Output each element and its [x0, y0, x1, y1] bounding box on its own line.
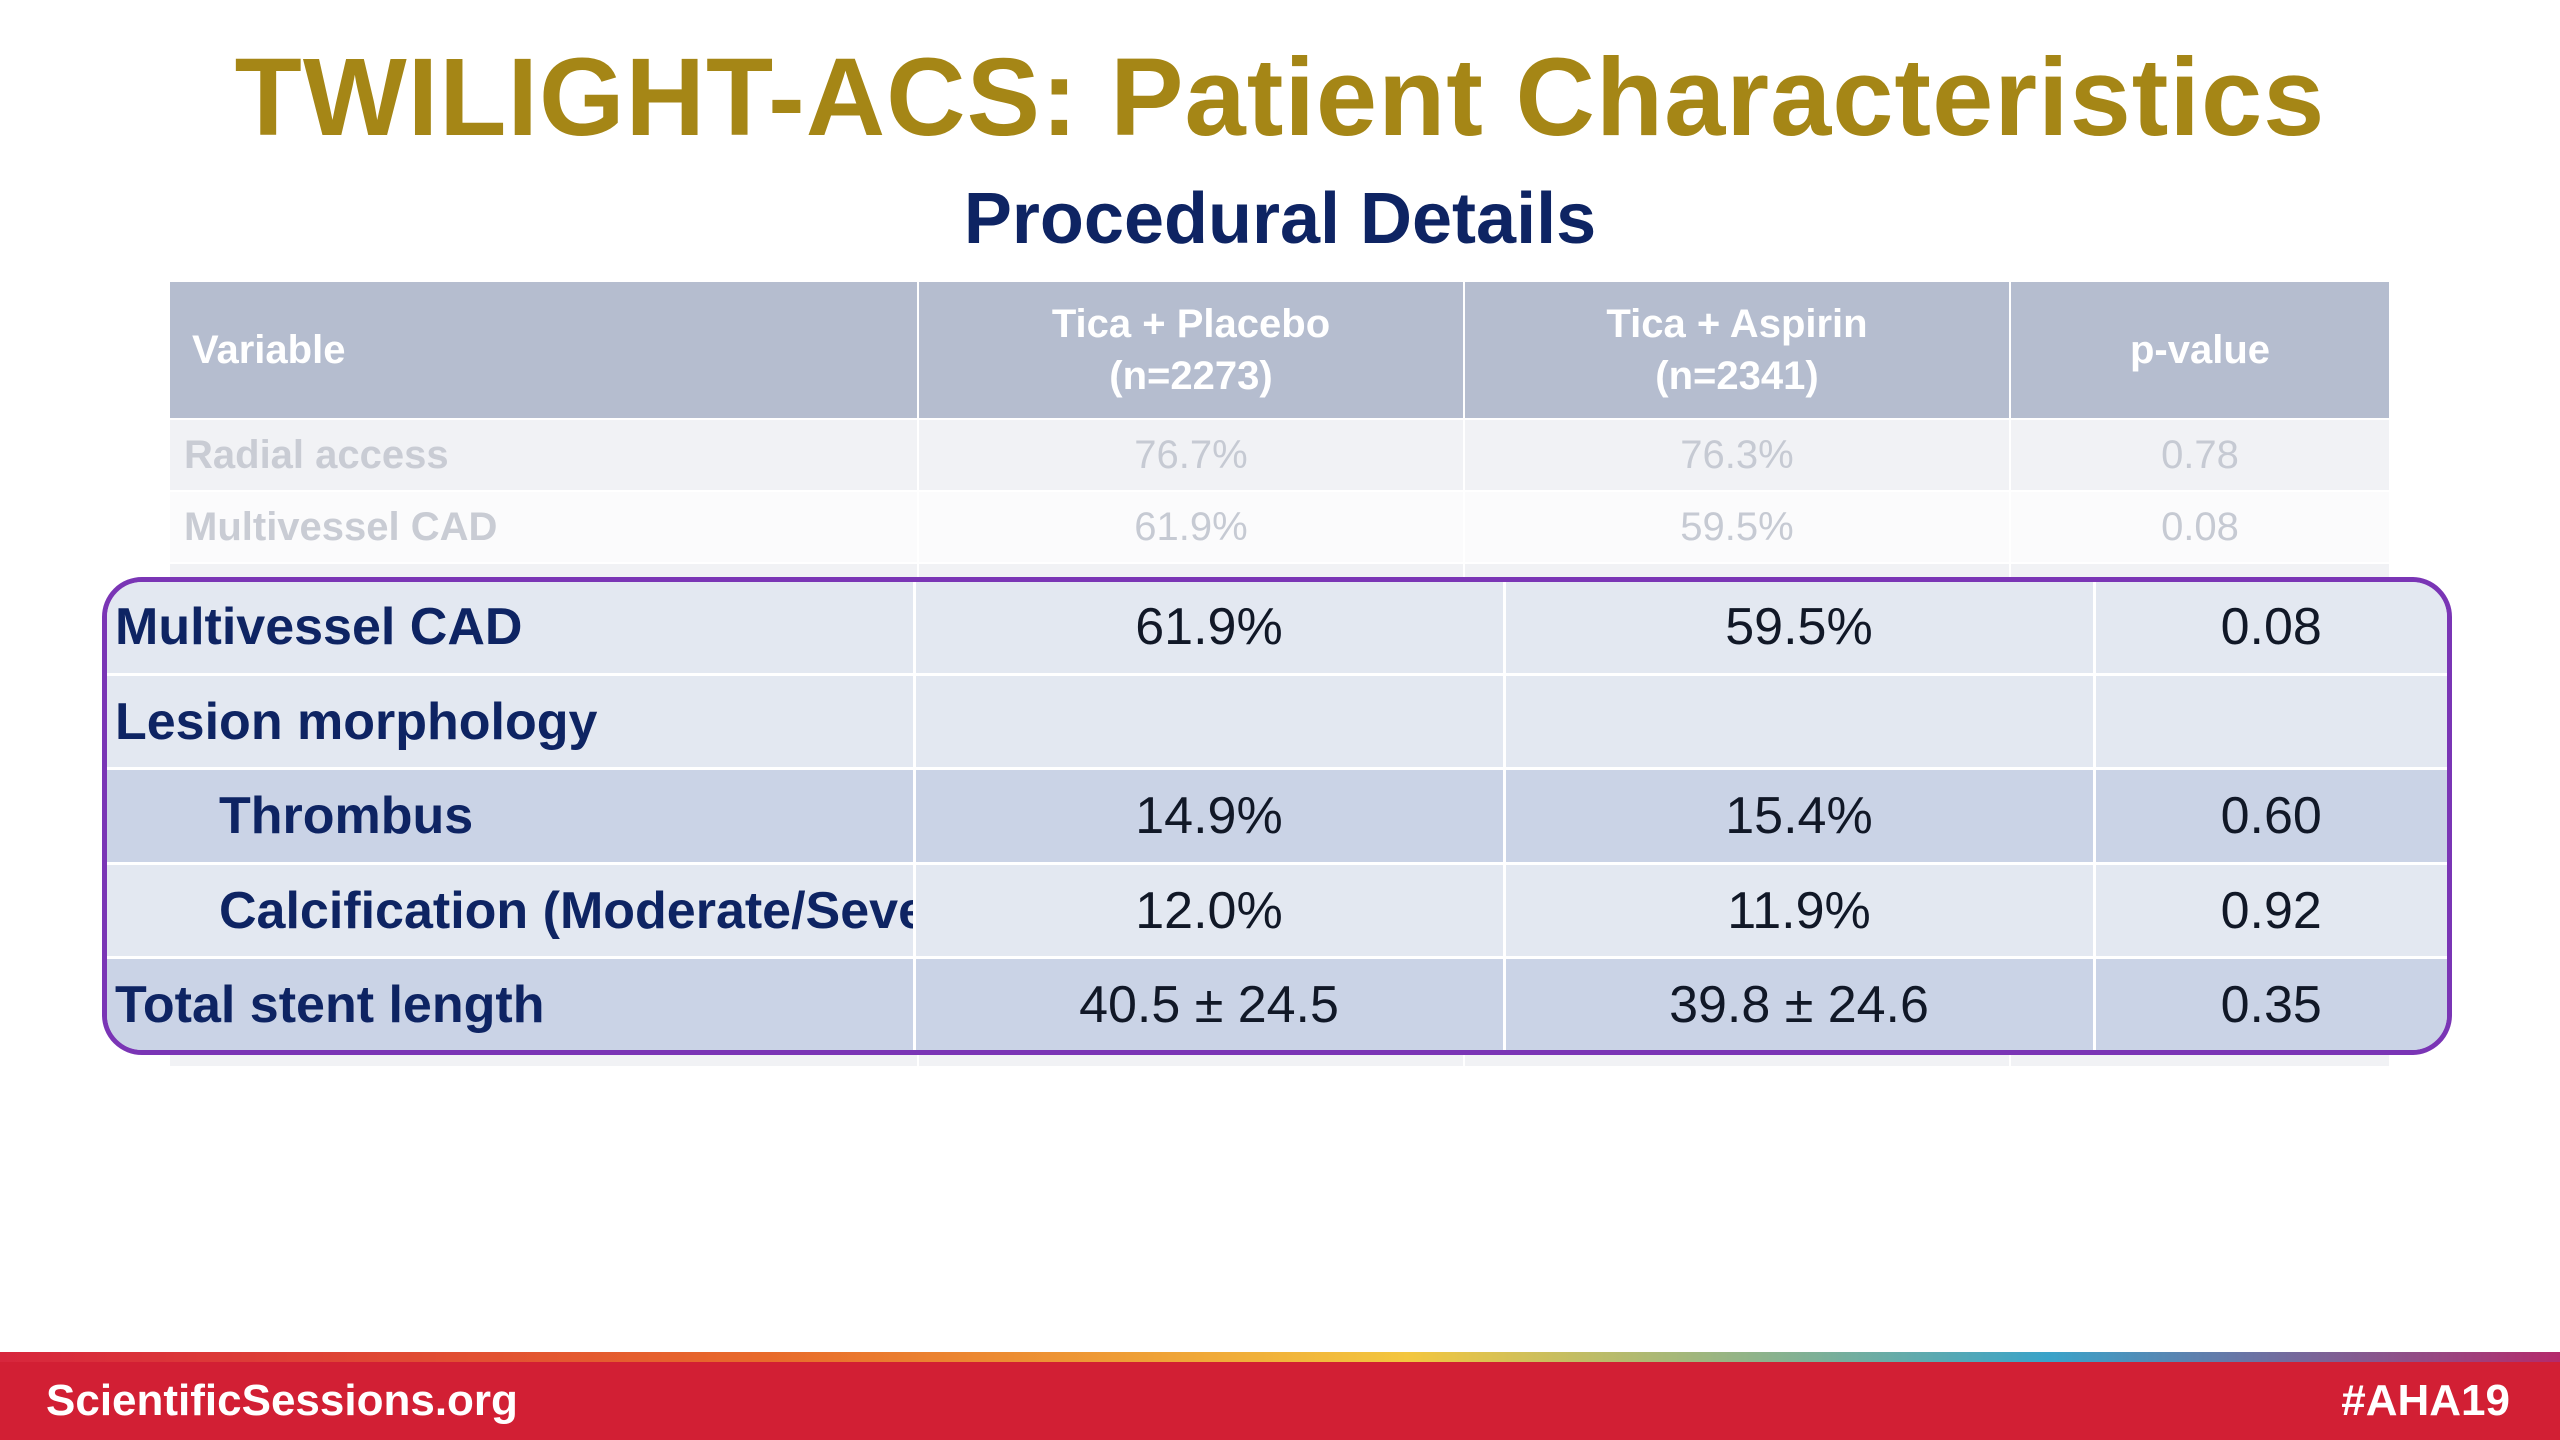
header-tica-placebo: Tica + Placebo (n=2273): [918, 282, 1465, 420]
table-row: Multivessel CAD 61.9% 59.5% 0.08: [107, 582, 2447, 676]
cell-variable: Multivessel CAD: [170, 491, 919, 564]
cell-tica-aspirin: 59.5%: [1464, 491, 2011, 564]
cell-variable: Lesion morphology: [107, 674, 916, 771]
cell-p-value: 0.08: [2010, 491, 2391, 564]
highlight-table: Multivessel CAD 61.9% 59.5% 0.08 Lesion morp…: [107, 582, 2447, 1050]
header-tica-placebo-n: (n=2273): [1109, 354, 1273, 398]
cell-variable: Total stent length: [107, 957, 916, 1050]
highlight-table-body: Multivessel CAD 61.9% 59.5% 0.08 Lesion morp…: [107, 582, 2447, 1050]
table-row: Lesion morphology: [107, 674, 2447, 771]
cell-tica-placebo: 40.5 ± 24.5: [914, 957, 1506, 1050]
cell-p-value: 0.92: [2094, 863, 2447, 960]
table-row: Calcification (Moderate/Severe)12.0%11.9…: [107, 863, 2447, 960]
cell-tica-aspirin: 76.3%: [1464, 419, 2011, 492]
table-header-row: Variable Tica + Placebo (n=2273) Tica + …: [170, 282, 2391, 420]
footer-color-stripe: [0, 1352, 2560, 1362]
footer-hashtag: #AHA19: [2341, 1376, 2510, 1425]
cell-p-value: [2094, 674, 2447, 771]
cell-p-value: 0.35: [2094, 957, 2447, 1050]
header-tica-aspirin: Tica + Aspirin (n=2341): [1464, 282, 2011, 420]
cell-tica-aspirin: 39.8 ± 24.6: [1504, 957, 2096, 1050]
header-p-value: p-value: [2010, 282, 2391, 420]
slide-subtitle: Procedural Details: [963, 179, 1597, 259]
header-variable: Variable: [170, 282, 919, 420]
cell-p-value: 0.78: [2010, 419, 2391, 492]
cell-p-value: 0.60: [2094, 768, 2447, 865]
cell-variable: Calcification (Moderate/Severe): [107, 863, 916, 960]
cell-tica-placebo: [914, 674, 1506, 771]
cell-tica-placebo: 61.9%: [918, 491, 1465, 564]
cell-tica-placebo: 61.9%: [914, 582, 1506, 676]
slide-title: TWILIGHT-ACS: Patient Characteristics: [234, 36, 2326, 159]
header-tica-placebo-name: Tica + Placebo: [1051, 302, 1331, 346]
table-row: Multivessel CAD 61.9% 59.5% 0.08: [170, 491, 2391, 564]
cell-tica-placebo: 76.7%: [918, 419, 1465, 492]
footer-bar: ScientificSessions.org #AHA19: [0, 1362, 2560, 1440]
table-row: Radial access 76.7% 76.3% 0.78: [170, 419, 2391, 492]
cell-variable: Radial access: [170, 419, 919, 492]
footer-website: ScientificSessions.org: [46, 1376, 518, 1425]
header-tica-aspirin-n: (n=2341): [1655, 354, 1819, 398]
cell-tica-placebo: 12.0%: [914, 863, 1506, 960]
cell-tica-aspirin: [1504, 674, 2096, 771]
cell-tica-aspirin: 11.9%: [1504, 863, 2096, 960]
cell-tica-aspirin: 59.5%: [1504, 582, 2096, 676]
cell-variable: Multivessel CAD: [107, 582, 916, 676]
cell-variable: Thrombus: [107, 768, 916, 865]
cell-p-value: 0.08: [2094, 582, 2447, 676]
cell-tica-placebo: 14.9%: [914, 768, 1506, 865]
header-tica-aspirin-name: Tica + Aspirin: [1606, 302, 1868, 346]
cell-tica-aspirin: 15.4%: [1504, 768, 2096, 865]
highlight-zoom-box: Multivessel CAD 61.9% 59.5% 0.08 Lesion morp…: [102, 577, 2452, 1055]
